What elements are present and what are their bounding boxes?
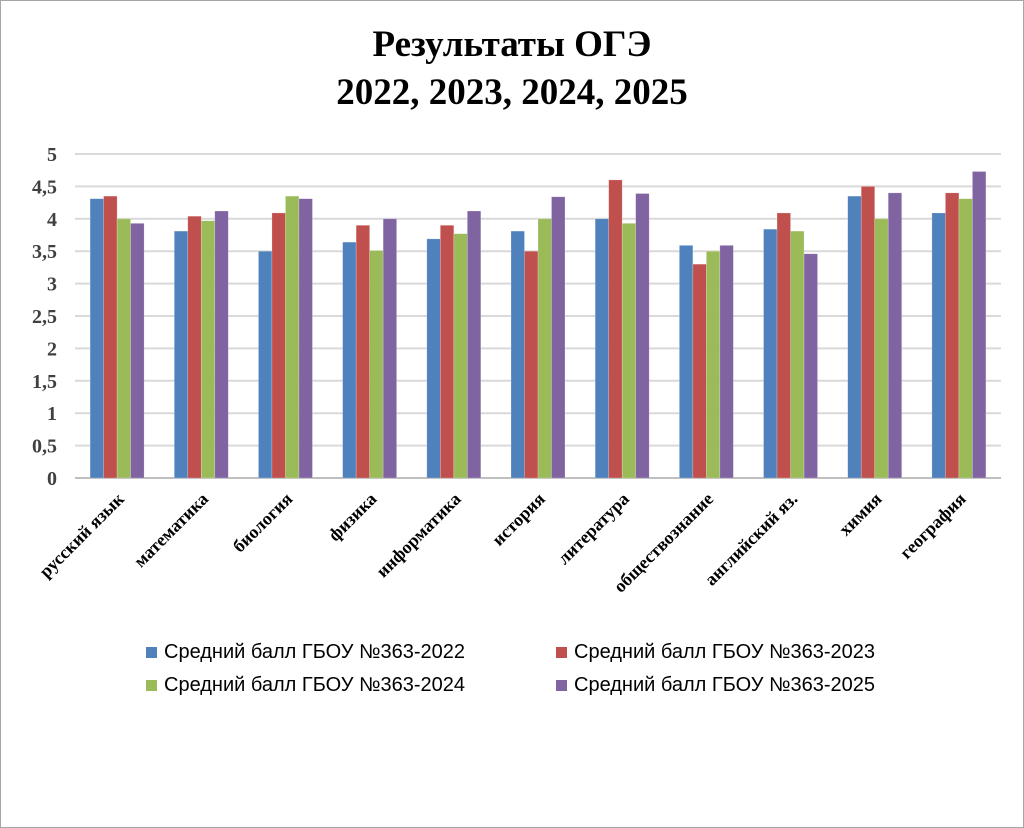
bar-1 (187, 215, 202, 479)
bar-1 (271, 212, 286, 479)
legend-swatch (556, 647, 567, 658)
legend-item: Средний балл ГБОУ №363-2025 (556, 674, 956, 697)
bar-2 (706, 250, 721, 479)
y-tick-label: 0,5 (32, 436, 57, 458)
bar-0 (594, 218, 609, 479)
bar-0 (89, 198, 104, 479)
bar-0 (510, 230, 525, 479)
legend-item: Средний балл ГБОУ №363-2022 (146, 641, 556, 664)
bar-3 (298, 198, 313, 479)
bar-2 (116, 218, 131, 479)
bar-3 (130, 223, 145, 479)
bar-3 (719, 245, 734, 479)
legend: Средний балл ГБОУ №363-2022 Средний балл … (146, 641, 956, 697)
bar-2 (874, 218, 889, 479)
chart-title-line-1: Результаты ОГЭ (372, 24, 652, 65)
bar-2 (537, 218, 552, 479)
bar-1 (103, 195, 118, 479)
legend-label: Средний балл ГБОУ №363-2024 (164, 674, 465, 696)
legend-item: Средний балл ГБОУ №363-2023 (556, 641, 956, 664)
legend-label: Средний балл ГБОУ №363-2022 (164, 641, 465, 663)
bar-3 (887, 192, 903, 479)
x-tick-label: физика (324, 489, 380, 545)
bar-1 (355, 224, 370, 479)
y-tick-label: 1 (47, 403, 57, 425)
bar-1 (776, 212, 791, 479)
y-tick-label: 4 (47, 209, 57, 231)
y-tick-label: 5 (47, 144, 57, 166)
x-tick-label: химия (835, 489, 886, 540)
bar-1 (440, 224, 455, 479)
y-tick-label: 2 (47, 338, 57, 360)
bar-3 (803, 253, 818, 479)
bar-0 (679, 245, 694, 479)
bar-3 (467, 210, 482, 479)
y-tick-label: 3,5 (32, 241, 57, 263)
y-tick-label: 3 (47, 274, 57, 296)
legend-item: Средний балл ГБОУ №363-2024 (146, 674, 556, 697)
x-tick-label: история (488, 489, 549, 550)
bar-0 (763, 228, 778, 479)
y-tick-label: 4,5 (32, 176, 57, 198)
y-tick-label: 2,5 (32, 306, 57, 328)
x-tick-label: география (896, 489, 970, 563)
bar-2 (621, 223, 636, 479)
bar-0 (258, 250, 273, 479)
bar-0 (931, 212, 946, 479)
bar-1 (945, 192, 960, 479)
legend-swatch (556, 680, 567, 691)
bar-2 (200, 220, 216, 479)
x-tick-label: русский язык (35, 488, 128, 581)
legend-swatch (146, 680, 157, 691)
bar-0 (173, 230, 189, 479)
bar-2 (790, 230, 805, 479)
bar-1 (692, 263, 707, 479)
bar-1 (860, 186, 876, 479)
y-tick-label: 0 (47, 468, 57, 490)
legend-label: Средний балл ГБОУ №363-2025 (574, 674, 875, 696)
x-tick-label: информатика (372, 489, 465, 582)
chart-title-line-2: 2022, 2023, 2024, 2025 (336, 72, 688, 113)
x-tick-label: литература (553, 489, 633, 569)
bar-2 (958, 198, 973, 479)
x-tick-label: биология (229, 489, 297, 557)
bar-3 (551, 196, 566, 479)
bar-0 (426, 238, 441, 479)
legend-label: Средний балл ГБОУ №363-2023 (574, 641, 875, 663)
y-tick-label: 1,5 (32, 371, 57, 393)
bar-1 (524, 250, 539, 479)
bar-2 (453, 233, 468, 479)
bar-0 (847, 195, 862, 479)
bar-2 (369, 250, 384, 479)
bar-3 (972, 171, 987, 479)
bar-3 (635, 193, 650, 479)
bar-3 (382, 218, 397, 479)
bar-3 (214, 210, 229, 479)
legend-swatch (146, 647, 157, 658)
bar-1 (608, 179, 623, 479)
bar-0 (342, 241, 357, 479)
bar-2 (285, 195, 300, 479)
x-tick-label: математика (130, 489, 212, 571)
